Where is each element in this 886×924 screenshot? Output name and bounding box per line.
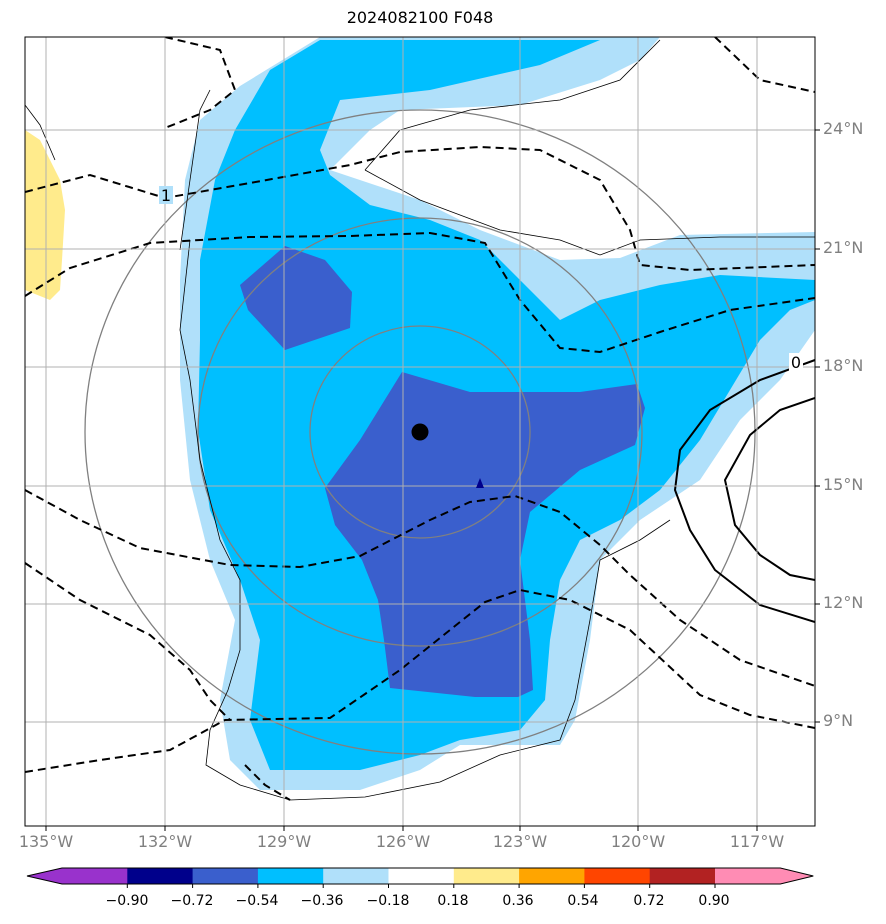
gridlines [25, 37, 815, 826]
colorbar [26, 867, 814, 888]
colorbar-segment [519, 868, 585, 884]
lat-label-15n: 15°N [823, 475, 864, 494]
lon-label-135w: 135°W [18, 832, 74, 851]
lat-label-24n: 24°N [823, 119, 864, 138]
colorbar-segment [127, 868, 194, 884]
colorbar-tick-label: −0.54 [235, 893, 279, 909]
lon-label-120w: 120°W [610, 832, 666, 851]
lon-label-129w: 129°W [256, 832, 312, 851]
colorbar-tick-label: 0.36 [502, 893, 534, 909]
colorbar-extend-right [780, 868, 814, 884]
lat-label-9n: 9°N [823, 711, 854, 730]
colorbar-segment [62, 868, 128, 884]
shade-royal-blue-core [325, 372, 645, 697]
solid-contours [673, 359, 815, 623]
contour-label-1: 1 [161, 186, 171, 205]
map-field-layer: 1 0 [25, 37, 815, 826]
colorbar-outline [26, 867, 814, 885]
lon-label-117w: 117°W [729, 832, 785, 851]
colorbar-tick-label: −0.90 [105, 893, 149, 909]
lon-label-126w: 126°W [375, 832, 431, 851]
colorbar-segment [715, 868, 781, 884]
colorbar-segment [257, 868, 324, 884]
lat-ticks [815, 129, 820, 723]
colorbar-tick-label: 0.90 [698, 893, 730, 909]
lat-label-12n: 12°N [823, 593, 864, 612]
colorbar-tick-label: −0.18 [366, 893, 410, 909]
storm-center-marker [411, 423, 429, 441]
lon-label-123w: 123°W [492, 832, 548, 851]
map-frame [24, 36, 816, 827]
shade-royal-blue-north [240, 246, 352, 350]
lon-ticks [45, 826, 758, 831]
shade-yellow-west [25, 130, 65, 300]
contour-label-0: 0 [791, 353, 801, 372]
colorbar-segment [323, 868, 389, 884]
colorbar-tick-label: 0.72 [633, 893, 665, 909]
colorbar-tick-label: 0.18 [437, 893, 469, 909]
lat-label-21n: 21°N [823, 238, 864, 257]
colorbar-segment [388, 868, 455, 884]
colorbar-segment [453, 868, 520, 884]
colorbar-segment [584, 868, 651, 884]
colorbar-tick-label: −0.36 [300, 893, 344, 909]
lon-label-132w: 132°W [137, 832, 193, 851]
lat-label-18n: 18°N [823, 356, 864, 375]
colorbar-segment [192, 868, 259, 884]
colorbar-segment [649, 868, 716, 884]
map-title: 2024082100 F048 [346, 8, 494, 27]
thin-contour [25, 39, 815, 801]
colorbar-tick-label: 0.54 [567, 893, 599, 909]
colorbar-extend-left [27, 868, 62, 884]
secondary-triangle-marker [476, 478, 484, 488]
colorbar-tick-label: −0.72 [170, 893, 214, 909]
